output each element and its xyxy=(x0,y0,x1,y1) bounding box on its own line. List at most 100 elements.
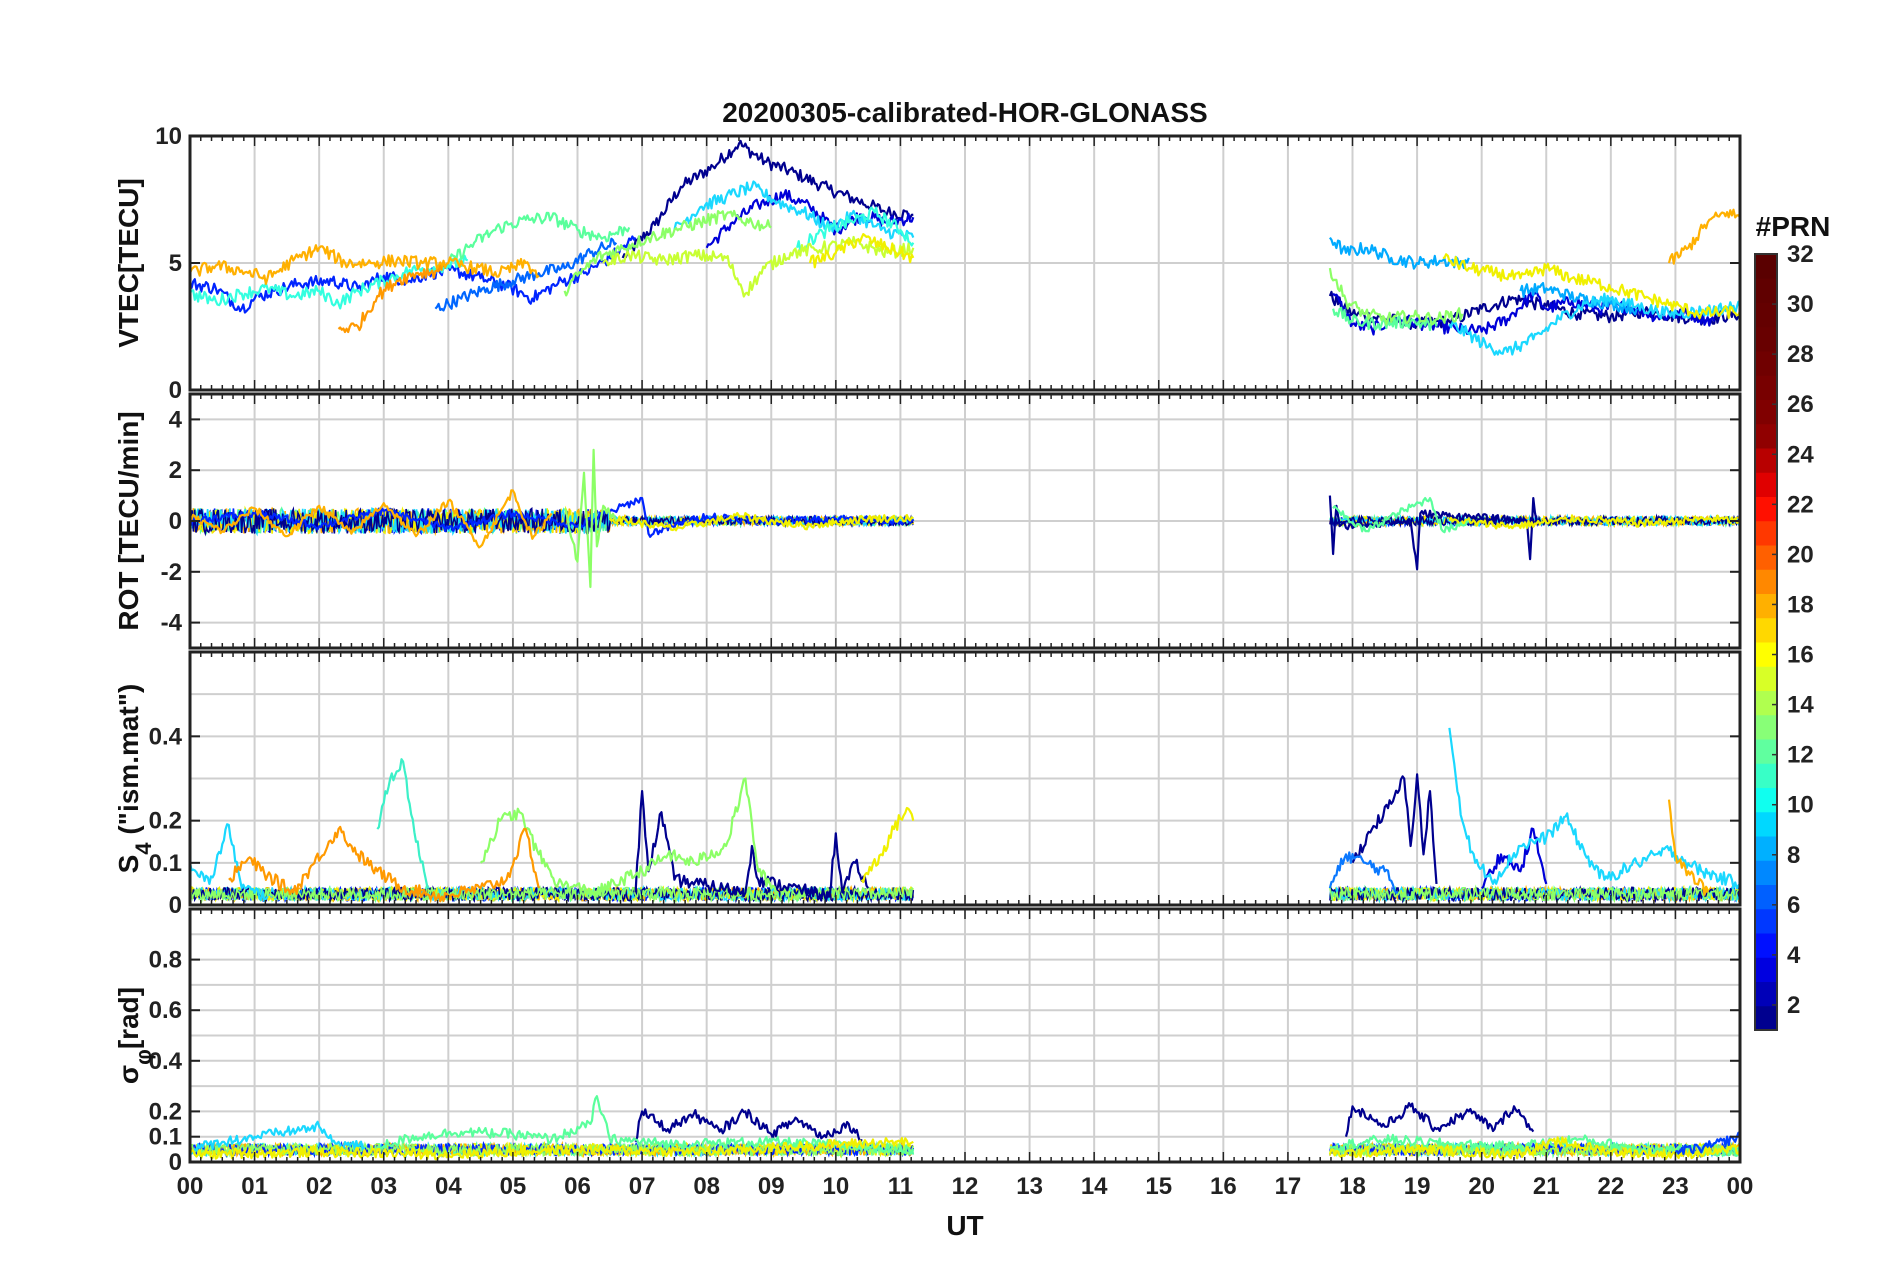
series-prn-15 xyxy=(447,211,631,264)
series-prn-13 xyxy=(796,206,915,253)
colorbar-tick-label: 20 xyxy=(1787,541,1814,568)
x-tick-label: 00 xyxy=(1727,1173,1754,1200)
series-prn-20 xyxy=(608,511,914,532)
colorbar-segment xyxy=(1755,739,1777,764)
y-tick-label: 0.2 xyxy=(149,808,182,835)
series-prn-15 xyxy=(1329,1133,1740,1157)
series-prn-1 xyxy=(634,790,870,902)
colorbar-tick-label: 30 xyxy=(1787,291,1814,318)
colorbar-segment xyxy=(1755,763,1777,788)
y-tick-label: 0 xyxy=(169,892,182,919)
series-prn-19 xyxy=(602,235,915,298)
colorbar-segment xyxy=(1755,593,1777,619)
series-prn-12 xyxy=(190,823,269,902)
series-prn-20 xyxy=(190,1137,914,1161)
x-tick-label: 22 xyxy=(1597,1173,1624,1200)
y-tick-label: 0.4 xyxy=(149,1048,183,1075)
series-prn-17 xyxy=(479,777,779,898)
x-tick-label: 20 xyxy=(1468,1173,1495,1200)
x-tick-label: 21 xyxy=(1533,1173,1560,1200)
colorbar-segment xyxy=(1755,351,1777,376)
series-prn-3 xyxy=(1481,827,1548,889)
x-tick-label: 13 xyxy=(1016,1173,1043,1200)
colorbar-segment xyxy=(1755,399,1777,425)
y-tick-label: 0.8 xyxy=(149,947,182,974)
colorbar-segment xyxy=(1755,569,1777,594)
series-prn-20 xyxy=(1442,253,1740,320)
series-prn-13 xyxy=(190,254,469,310)
series-prn-7 xyxy=(434,237,618,312)
x-tick-label: 09 xyxy=(758,1173,785,1200)
y-tick-label: 0 xyxy=(169,1149,182,1176)
panel-vtec: 0 5 10 VTEC[TECU] xyxy=(113,123,1742,404)
x-tick-label: 00 xyxy=(177,1173,204,1200)
series-prn-12 xyxy=(673,180,915,240)
colorbar-tick-label: 24 xyxy=(1787,441,1814,468)
series-prn-12 xyxy=(1448,727,1740,890)
colorbar-segment xyxy=(1755,302,1777,328)
chart-title: 20200305-calibrated-HOR-GLONASS xyxy=(722,97,1208,128)
colorbar-segment xyxy=(1755,520,1777,546)
x-tick-label: 02 xyxy=(306,1173,333,1200)
x-tick-label: 01 xyxy=(241,1173,268,1200)
x-tick-label: 11 xyxy=(888,1173,913,1200)
colorbar-tick-label: 2 xyxy=(1787,992,1800,1019)
series-prn-17 xyxy=(563,448,618,589)
y-tick-label: 4 xyxy=(169,406,183,433)
series-texture xyxy=(190,885,914,904)
y-tick-label: 0.1 xyxy=(149,850,182,877)
series-prn-10 xyxy=(1519,282,1638,316)
series-prn-20 xyxy=(1448,514,1740,530)
series-group xyxy=(190,139,1740,356)
colorbar-tick-label: 28 xyxy=(1787,341,1814,368)
colorbar-segment xyxy=(1755,1005,1777,1031)
x-tick-label: 12 xyxy=(952,1173,979,1200)
x-tick-label: 14 xyxy=(1081,1173,1108,1200)
series-prn-10 xyxy=(1328,236,1470,270)
colorbar-segment xyxy=(1755,642,1777,667)
colorbar-tick-label: 18 xyxy=(1787,591,1814,618)
y-tick-label: 0.1 xyxy=(149,1124,182,1151)
colorbar-segment xyxy=(1755,860,1777,885)
colorbar-segment xyxy=(1755,472,1777,497)
x-axis-label: UT xyxy=(946,1210,983,1241)
colorbar-segment xyxy=(1755,787,1777,813)
colorbar-tick-label: 32 xyxy=(1787,241,1814,268)
colorbar-segment xyxy=(1755,545,1777,570)
colorbar-segment xyxy=(1755,326,1777,352)
colorbar-label: #PRN xyxy=(1756,211,1831,242)
colorbar-segment xyxy=(1755,908,1777,934)
y-axis-label-s4: S4 ("ism.mat") xyxy=(113,684,156,874)
colorbar-segment xyxy=(1755,617,1777,643)
colorbar-segment xyxy=(1755,423,1777,449)
series-prn-22 xyxy=(190,244,540,285)
series-group xyxy=(190,727,1740,904)
x-tick-label: 19 xyxy=(1404,1173,1431,1200)
colorbar-segment xyxy=(1755,981,1777,1007)
colorbar-segment xyxy=(1755,375,1777,400)
series-prn-20 xyxy=(1328,1136,1740,1161)
y-tick-label: 0 xyxy=(169,508,182,535)
y-tick-label: 2 xyxy=(169,457,182,484)
colorbar-segment xyxy=(1755,254,1777,279)
x-tick-label: 06 xyxy=(564,1173,591,1200)
series-prn-12 xyxy=(1448,292,1740,356)
series-prn-17 xyxy=(563,209,772,297)
series-prn-17 xyxy=(1328,267,1464,326)
y-tick-label: 10 xyxy=(155,123,182,150)
y-axis-label-sigma_phi: σφ[rad] xyxy=(113,987,156,1084)
colorbar-tick-label: 16 xyxy=(1787,642,1814,669)
colorbar-tick-label: 26 xyxy=(1787,391,1814,418)
x-tick-label: 03 xyxy=(370,1173,397,1200)
x-tick-label: 04 xyxy=(435,1173,462,1200)
panel-rot: -4 -2 0 2 4 ROT [TECU/min] xyxy=(113,392,1742,650)
colorbar-segment xyxy=(1755,933,1777,958)
colorbar-segment xyxy=(1755,714,1777,740)
colorbar-segment xyxy=(1755,836,1777,861)
colorbar-segment xyxy=(1755,666,1777,691)
series-prn-23 xyxy=(228,825,540,903)
series-prn-1 xyxy=(1328,495,1538,571)
series-prn-20 xyxy=(860,806,915,884)
y-tick-label: 0.4 xyxy=(149,723,183,750)
